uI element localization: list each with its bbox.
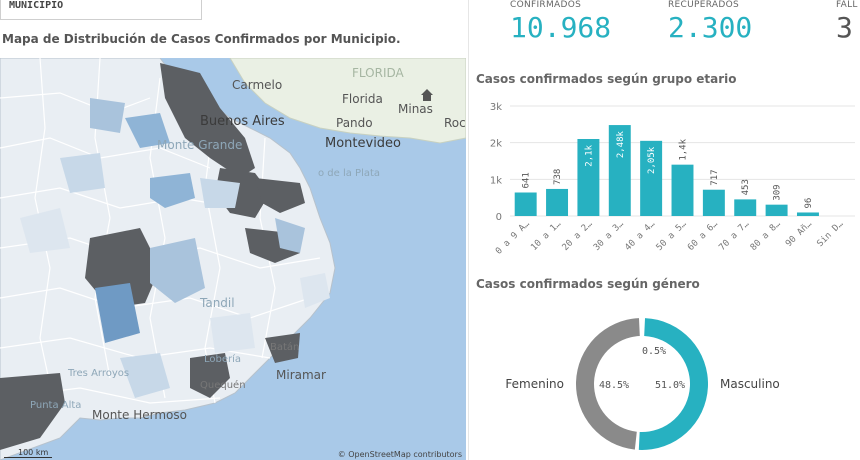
map-title: Mapa de Distribución de Casos Confirmado… xyxy=(2,32,401,46)
y-tick-label: 1k xyxy=(490,175,502,186)
map-label-batan: Batán xyxy=(270,342,300,353)
bar[interactable] xyxy=(671,164,694,216)
map-label-buenos-aires: Buenos Aires xyxy=(200,114,285,129)
pie-slice-masculino[interactable] xyxy=(638,318,709,451)
x-tick-label: 90 Añ… xyxy=(784,219,814,249)
x-tick-label: 40 a 4… xyxy=(623,219,657,253)
y-tick-label: 3k xyxy=(490,102,502,113)
bar-value-label: 717 xyxy=(710,169,720,185)
map-attribution[interactable]: © OpenStreetMap contributors xyxy=(337,450,462,459)
pie-legend-masculino: Masculino xyxy=(720,377,780,391)
bar[interactable] xyxy=(702,189,725,216)
x-tick-label: 20 a 2… xyxy=(561,219,595,253)
bar[interactable] xyxy=(734,199,757,216)
map-label-tandil: Tandil xyxy=(200,296,235,310)
bar-value-label: 453 xyxy=(741,179,751,195)
gender-donut-chart[interactable]: 51.0% 48.5% 0.5% Masculino Femenino xyxy=(470,296,860,460)
map-label-florida: Florida xyxy=(342,92,383,106)
bar[interactable] xyxy=(640,140,663,216)
x-tick-label: 50 a 5… xyxy=(655,219,689,253)
bar-value-label: 2,05k xyxy=(647,146,657,174)
bar[interactable] xyxy=(765,204,788,216)
kpi-fallecidos-label: FALL xyxy=(836,0,858,10)
map-scale: 100 km xyxy=(4,448,53,458)
map-label-quequen: Quequén xyxy=(200,380,246,391)
map-label-tres-arroyos: Tres Arroyos xyxy=(68,368,130,379)
map-canvas[interactable] xyxy=(0,58,466,460)
kpi-fallecidos-value: 3 xyxy=(836,11,853,44)
kpi-recuperados-value: 2.300 xyxy=(668,11,753,44)
x-tick-label: 10 a 1… xyxy=(529,219,563,253)
y-tick-label: 0 xyxy=(496,212,502,223)
pie-label-masculino: 51.0% xyxy=(655,380,685,391)
uruguay-land xyxy=(229,58,466,144)
pie-slice-femenino[interactable] xyxy=(575,318,640,450)
age-chart-title: Casos confirmados según grupo etario xyxy=(476,72,737,86)
map-label-punta-alta: Punta Alta xyxy=(30,400,82,411)
y-tick-label: 2k xyxy=(490,139,502,150)
x-tick-label: 30 a 3… xyxy=(592,219,626,253)
municipio-filter[interactable]: MUNICIPIO xyxy=(0,0,202,20)
kpi-fallecidos: FALL 3 xyxy=(836,0,858,44)
map-label-miramar: Miramar xyxy=(276,368,326,382)
map-label-monte-grande: Monte Grande xyxy=(157,138,243,152)
age-bar-chart[interactable]: 0 1k 2k 3k 641 0 a 9 A… 738 10 a 1… 2,1k 20 a 2… 2… xyxy=(470,92,860,262)
map-label-florida-region: FLORIDA xyxy=(352,66,404,80)
home-icon[interactable] xyxy=(420,88,434,102)
map-label-pando: Pando xyxy=(336,116,373,130)
map-label-loberia: Lobería xyxy=(204,354,242,365)
x-tick-label: 70 a 7… xyxy=(717,219,751,253)
x-tick-label: Sin D… xyxy=(815,219,845,249)
pie-label-femenino: 48.5% xyxy=(599,380,629,391)
bar[interactable] xyxy=(577,139,600,216)
bar[interactable] xyxy=(608,125,631,216)
bar-value-label: 738 xyxy=(553,169,563,185)
x-tick-label: 0 a 9 A… xyxy=(494,219,532,257)
bar[interactable] xyxy=(546,188,569,216)
map-label-roc: Roc xyxy=(444,116,466,130)
kpi-recuperados: RECUPERADOS 2.300 xyxy=(668,0,752,44)
map-label-minas: Minas xyxy=(398,102,433,116)
gender-chart-title: Casos confirmados según género xyxy=(476,277,700,291)
bar[interactable] xyxy=(796,212,819,216)
pie-label-other: 0.5% xyxy=(642,346,666,357)
map-label-rio-plata: o de la Plata xyxy=(318,168,381,179)
map-label-montevideo: Montevideo xyxy=(325,136,402,151)
x-tick-label: 80 a 8… xyxy=(749,219,783,253)
kpi-confirmados-label: CONFIRMADOS xyxy=(510,0,582,10)
bar-value-label: 641 xyxy=(522,172,532,188)
choropleth-map[interactable]: Carmelo FLORIDA Florida Minas Buenos Air… xyxy=(0,58,466,460)
municipio-filter-label: MUNICIPIO xyxy=(9,0,64,11)
map-label-carmelo: Carmelo xyxy=(232,78,283,92)
kpi-confirmados-value: 10.968 xyxy=(510,11,612,44)
bar-value-label: 309 xyxy=(773,184,783,200)
municipality-shading xyxy=(0,63,330,450)
bar-value-label: 2,1k xyxy=(584,144,594,166)
kpi-recuperados-label: RECUPERADOS xyxy=(668,0,739,10)
map-label-monte-hermoso: Monte Hermoso xyxy=(92,408,187,422)
x-tick-label: 60 a 6… xyxy=(686,219,720,253)
bar-value-label: 1,4k xyxy=(679,138,689,160)
bar-value-label: 96 xyxy=(804,198,814,209)
kpi-confirmados: CONFIRMADOS 10.968 xyxy=(510,0,611,44)
bar[interactable] xyxy=(514,192,537,216)
panel-divider xyxy=(468,0,469,460)
bar-value-label: 2,48k xyxy=(616,130,626,158)
pie-legend-femenino: Femenino xyxy=(505,377,564,391)
